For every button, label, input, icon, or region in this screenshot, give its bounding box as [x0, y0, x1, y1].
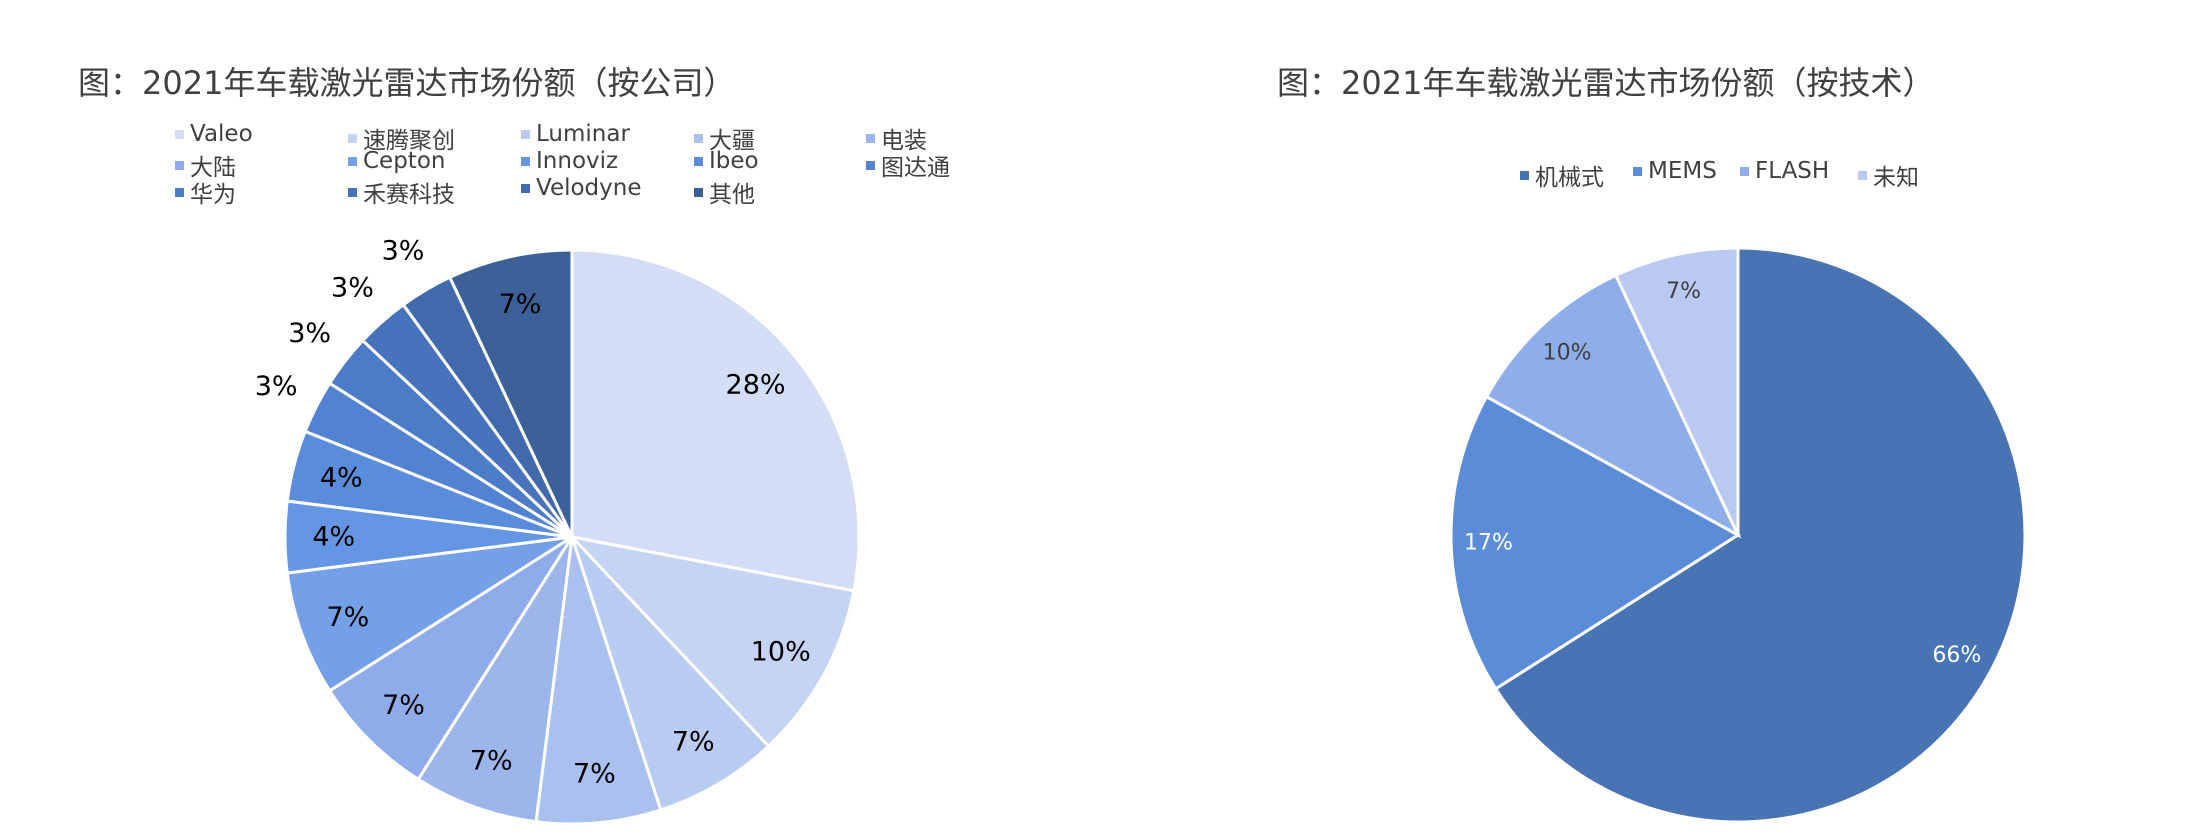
legend-label: 大疆: [709, 128, 755, 154]
pie-0-slice-0: [570, 248, 861, 593]
pie-1-slice-3: [1613, 246, 1740, 536]
legend-label: 机械式: [1535, 165, 1604, 191]
legend-label: 电装: [881, 128, 927, 154]
pie-0-label-6: 7%: [326, 602, 369, 633]
pie-0-label-7: 4%: [312, 522, 355, 553]
legend-item-0-6: Cepton: [348, 148, 445, 174]
pie-1-slice-2: [1484, 273, 1742, 539]
legend-item-0-8: Ibeo: [694, 148, 759, 174]
legend-swatch: [694, 133, 703, 143]
pie-0-label-5: 7%: [382, 690, 425, 721]
legend-swatch: [694, 156, 703, 166]
legend-label: 速腾聚创: [363, 128, 455, 154]
pie-0-slice-2: [570, 535, 771, 812]
pie-1-label-1: 17%: [1464, 530, 1513, 555]
pie-1-slice-1: [1449, 394, 1741, 691]
legend-label: 未知: [1873, 165, 1919, 191]
legend-item-0-4: 电装: [866, 121, 927, 155]
legend-swatch: [866, 133, 875, 143]
chart-title-technology: 图：2021年车载激光雷达市场份额（按技术）: [1277, 64, 1935, 102]
pie-0-label-10: 3%: [288, 318, 331, 349]
pie-0-label-12: 3%: [382, 236, 425, 267]
legend-label: 禾赛科技: [363, 182, 455, 208]
legend-swatch: [1858, 170, 1867, 180]
pie-1-label-0: 66%: [1932, 643, 1981, 668]
legend-swatch: [348, 187, 357, 197]
legend-label: 华为: [190, 182, 236, 208]
legend-label: MEMS: [1648, 158, 1717, 184]
legend-item-1-1: MEMS: [1633, 158, 1717, 184]
pie-0-slice-1: [567, 534, 856, 749]
legend-item-0-0: Valeo: [175, 121, 253, 147]
pie-0-slice-13: [447, 248, 574, 538]
legend-swatch: [175, 129, 184, 139]
legend-swatch: [175, 187, 184, 197]
legend-label: Cepton: [363, 148, 446, 174]
legend-item-0-5: 大陆: [175, 148, 236, 182]
pie-0-slice-6: [285, 535, 573, 693]
pie-0-label-2: 7%: [672, 727, 715, 758]
pie-0-slice-3: [534, 536, 663, 826]
legend-item-1-3: 未知: [1858, 158, 1919, 192]
legend-item-0-11: 禾赛科技: [348, 175, 455, 209]
pie-0-slice-4: [416, 536, 574, 824]
legend-item-0-1: 速腾聚创: [348, 121, 455, 155]
pie-0: 28%10%7%7%7%7%7%4%4%3%3%3%3%7%: [255, 236, 861, 826]
pie-0-label-9: 3%: [255, 371, 298, 402]
legend-label: 大陆: [190, 155, 236, 181]
pie-1-slice-0: [1493, 246, 2027, 824]
legend-swatch: [694, 187, 703, 197]
legend-swatch: [521, 156, 530, 166]
legend-swatch: [348, 133, 357, 143]
legend-swatch: [521, 183, 530, 193]
pie-1-label-3: 7%: [1666, 279, 1701, 304]
legend-item-1-0: 机械式: [1520, 158, 1604, 192]
pie-0-label-13: 7%: [499, 289, 542, 320]
legend-label: Valeo: [190, 121, 253, 147]
legend-label: FLASH: [1755, 158, 1830, 184]
legend-item-0-12: Velodyne: [521, 175, 642, 201]
pie-0-label-0: 28%: [726, 370, 786, 401]
legend-label: Innoviz: [536, 148, 619, 174]
legend-label: Ibeo: [709, 148, 759, 174]
legend-item-0-13: 其他: [694, 175, 755, 209]
legend-swatch: [866, 160, 875, 170]
legend-swatch: [521, 129, 530, 139]
pie-0-label-1: 10%: [751, 636, 811, 667]
chart-title-company: 图：2021年车载激光雷达市场份额（按公司）: [78, 64, 736, 102]
pie-0-slice-5: [327, 535, 574, 782]
legend-label: Velodyne: [536, 175, 642, 201]
pie-0-label-3: 7%: [573, 759, 616, 790]
pie-0-label-4: 7%: [470, 746, 513, 777]
legend-label: 图达通: [881, 155, 950, 181]
legend-swatch: [1520, 170, 1529, 180]
legend-item-0-9: 图达通: [866, 148, 950, 182]
legend-item-1-2: FLASH: [1740, 158, 1829, 184]
pie-0-label-8: 4%: [320, 462, 363, 493]
legend-swatch: [1740, 166, 1749, 176]
legend-item-0-2: Luminar: [521, 121, 630, 147]
legend-item-0-7: Innoviz: [521, 148, 618, 174]
legend-swatch: [175, 160, 184, 170]
pie-1-label-2: 10%: [1543, 340, 1592, 365]
legend-item-0-10: 华为: [175, 175, 236, 209]
legend-swatch: [1633, 166, 1642, 176]
pie-0-label-11: 3%: [331, 272, 374, 303]
legend-label: 其他: [709, 182, 755, 208]
legend-item-0-3: 大疆: [694, 121, 755, 155]
legend-swatch: [348, 156, 357, 166]
pie-1: 66% 17% 10% 7%: [1449, 246, 2027, 824]
legend-label: Luminar: [536, 121, 630, 147]
